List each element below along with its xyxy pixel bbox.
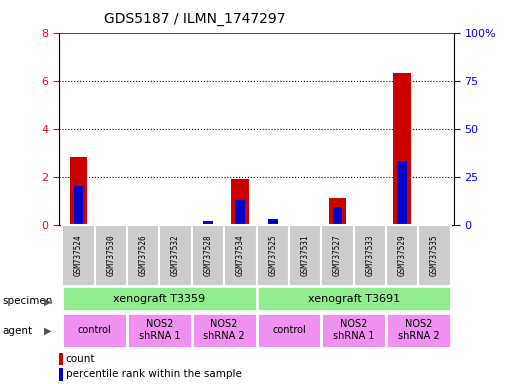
Bar (62, 286, 256, 311)
Bar (353, 225, 386, 286)
Text: ▶: ▶ (44, 296, 51, 306)
Bar (321, 313, 386, 348)
Bar (289, 225, 321, 286)
Bar (62, 225, 94, 286)
Bar (127, 313, 192, 348)
Bar (127, 225, 160, 286)
Text: xenograft T3359: xenograft T3359 (113, 293, 205, 304)
Text: GSM737527: GSM737527 (333, 235, 342, 276)
Bar (398, 161, 407, 225)
Bar (256, 286, 451, 311)
Text: NOS2
shRNA 1: NOS2 shRNA 1 (333, 319, 374, 341)
Bar (224, 225, 256, 286)
Text: GSM737529: GSM737529 (398, 235, 407, 276)
Text: specimen: specimen (3, 296, 53, 306)
Bar (419, 225, 451, 286)
Text: NOS2
shRNA 1: NOS2 shRNA 1 (139, 319, 180, 341)
Bar (59, 353, 63, 365)
Bar (386, 313, 451, 348)
Bar (59, 369, 63, 381)
Bar (268, 219, 278, 225)
Text: GSM737528: GSM737528 (204, 235, 212, 276)
Bar (62, 313, 127, 348)
Text: agent: agent (3, 326, 33, 336)
Bar (94, 225, 127, 286)
Text: percentile rank within the sample: percentile rank within the sample (66, 369, 242, 379)
Text: count: count (66, 354, 95, 364)
Bar (203, 221, 213, 225)
Bar (256, 225, 289, 286)
Text: GSM737532: GSM737532 (171, 235, 180, 276)
Bar (192, 313, 256, 348)
Bar (73, 186, 83, 225)
Bar (160, 225, 192, 286)
Bar (386, 225, 419, 286)
Text: GSM737533: GSM737533 (365, 235, 374, 276)
Text: NOS2
shRNA 2: NOS2 shRNA 2 (203, 319, 245, 341)
Text: NOS2
shRNA 2: NOS2 shRNA 2 (398, 319, 439, 341)
Text: GSM737534: GSM737534 (236, 235, 245, 276)
Bar (192, 225, 224, 286)
Bar (393, 73, 411, 225)
Bar (332, 207, 342, 225)
Text: GDS5187 / ILMN_1747297: GDS5187 / ILMN_1747297 (104, 12, 286, 25)
Text: control: control (272, 325, 306, 335)
Bar (256, 313, 321, 348)
Text: GSM737525: GSM737525 (268, 235, 277, 276)
Text: GSM737531: GSM737531 (301, 235, 309, 276)
Bar (235, 200, 245, 225)
Text: GSM737530: GSM737530 (106, 235, 115, 276)
Text: control: control (78, 325, 111, 335)
Bar (231, 179, 249, 225)
Text: GSM737535: GSM737535 (430, 235, 439, 276)
Bar (321, 225, 353, 286)
Text: GSM737524: GSM737524 (74, 235, 83, 276)
Bar (328, 198, 346, 225)
Text: GSM737526: GSM737526 (139, 235, 148, 276)
Bar (70, 157, 87, 225)
Text: ▶: ▶ (44, 326, 51, 336)
Text: xenograft T3691: xenograft T3691 (308, 293, 400, 304)
